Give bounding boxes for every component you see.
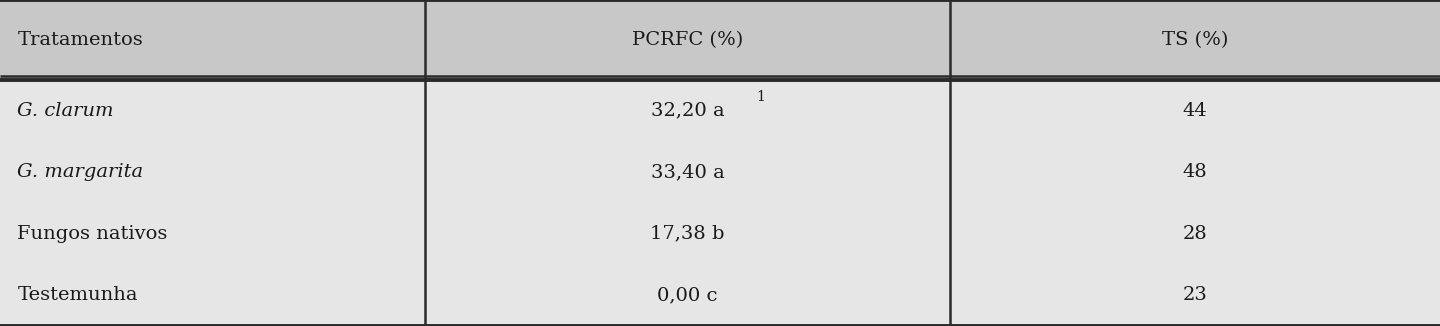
Bar xyxy=(0,0,1440,80)
Bar xyxy=(0,80,1440,326)
Text: G. clarum: G. clarum xyxy=(17,102,114,120)
Text: 48: 48 xyxy=(1182,163,1208,181)
Text: G. margarita: G. margarita xyxy=(17,163,144,181)
Text: TS (%): TS (%) xyxy=(1162,31,1228,49)
Text: 23: 23 xyxy=(1182,286,1208,304)
Text: Fungos nativos: Fungos nativos xyxy=(17,225,167,243)
Text: 33,40 a: 33,40 a xyxy=(651,163,724,181)
Text: Tratamentos: Tratamentos xyxy=(17,31,143,49)
Text: 1: 1 xyxy=(757,90,766,104)
Text: Testemunha: Testemunha xyxy=(17,286,138,304)
Text: 28: 28 xyxy=(1182,225,1208,243)
Text: PCRFC (%): PCRFC (%) xyxy=(632,31,743,49)
Text: 32,20 a: 32,20 a xyxy=(651,102,724,120)
Text: 17,38 b: 17,38 b xyxy=(651,225,724,243)
Text: 0,00 c: 0,00 c xyxy=(657,286,719,304)
Text: 44: 44 xyxy=(1182,102,1208,120)
